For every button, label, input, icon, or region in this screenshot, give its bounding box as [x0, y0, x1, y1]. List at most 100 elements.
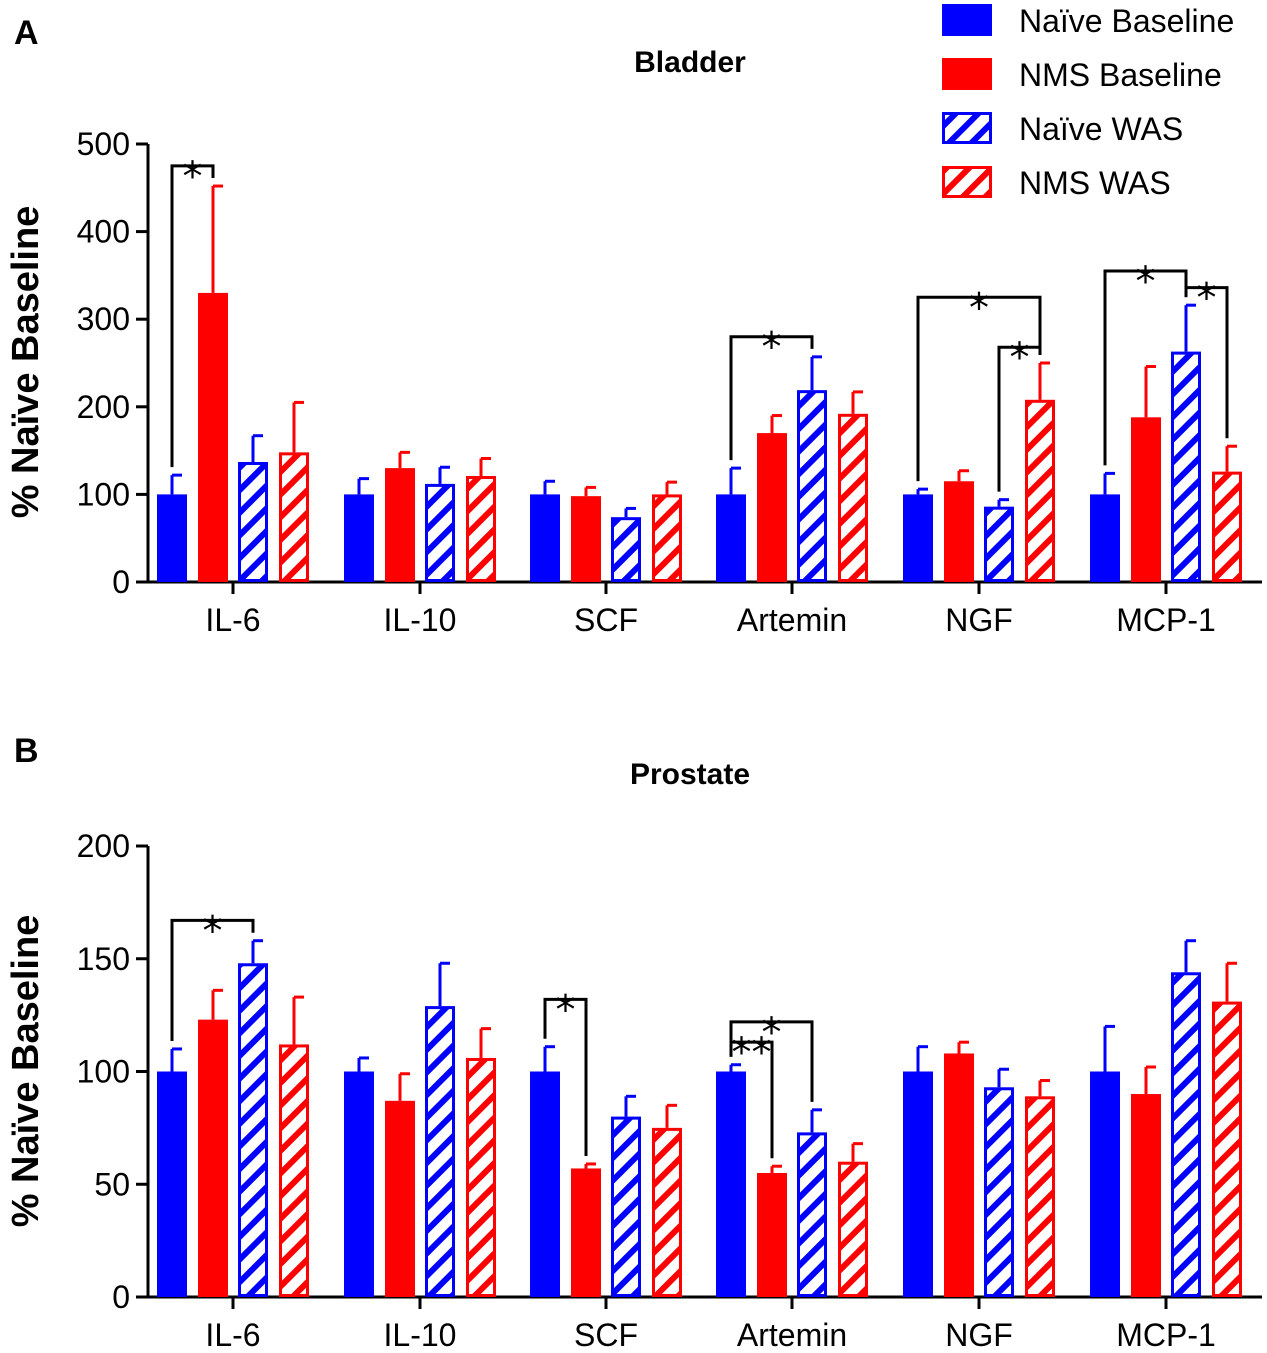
x-tick-label: NGF	[945, 602, 1013, 638]
bar	[652, 494, 682, 582]
prostate-chart: Prostate % Naïve Baseline 0 50 100 150 200 IL…	[5, 758, 1262, 1353]
bar	[1090, 1071, 1120, 1297]
bar	[903, 494, 933, 582]
y-tick-label: 0	[112, 564, 130, 600]
bar	[238, 963, 268, 1297]
bar	[797, 1132, 827, 1298]
y-tick-label: 100	[77, 476, 130, 512]
bar	[716, 494, 746, 582]
significance-label: *	[1197, 276, 1217, 322]
bar	[1131, 1094, 1161, 1297]
x-tick-label: MCP-1	[1116, 1317, 1216, 1353]
bar	[425, 483, 455, 582]
bar	[157, 494, 187, 582]
bar	[571, 1168, 601, 1297]
x-tick-label: SCF	[574, 602, 638, 638]
bar	[157, 1071, 187, 1297]
x-tick-label: MCP-1	[1116, 602, 1216, 638]
bar	[238, 461, 268, 583]
bar	[344, 494, 374, 582]
bar	[385, 468, 415, 582]
significance-label: *	[183, 154, 203, 200]
chart-title: Prostate	[630, 758, 750, 791]
bar	[652, 1127, 682, 1297]
panel-letter-a: A	[14, 14, 39, 52]
bar	[571, 496, 601, 582]
bar	[611, 1116, 641, 1297]
y-tick-label: 150	[77, 941, 130, 977]
significance-bracket	[1103, 269, 1188, 466]
y-tick-label: 200	[77, 389, 130, 425]
significance-label: *	[1136, 259, 1156, 305]
x-tick-label: IL-10	[384, 602, 457, 638]
x-tick-label: NGF	[945, 1317, 1013, 1353]
bar	[344, 1071, 374, 1297]
bar	[1025, 399, 1055, 582]
bar	[1025, 1096, 1055, 1298]
bar	[1171, 972, 1201, 1298]
bar	[944, 481, 974, 582]
significance-label: *	[969, 285, 989, 331]
legend: Naïve Baseline NMS Baseline Naïve WAS NMS W…	[942, 3, 1234, 201]
x-tick-label: Artemin	[737, 602, 847, 638]
legend-label: NMS WAS	[1019, 165, 1171, 201]
bar	[838, 1161, 868, 1297]
y-tick-label: 300	[77, 301, 130, 337]
chart-title: Bladder	[634, 46, 746, 79]
bar	[530, 494, 560, 582]
legend-swatch	[942, 166, 992, 198]
bar	[838, 413, 868, 583]
x-tick-label: SCF	[574, 1317, 638, 1353]
legend-label: Naïve WAS	[1019, 111, 1183, 147]
significance-bracket	[729, 1040, 774, 1159]
y-tick-label: 100	[77, 1054, 130, 1090]
bar	[984, 506, 1014, 582]
significance-label: *	[762, 325, 782, 371]
bar	[279, 1044, 309, 1297]
y-tick-label: 0	[112, 1279, 130, 1315]
bar	[1212, 471, 1242, 582]
bar	[1171, 351, 1201, 582]
bar	[1090, 494, 1120, 582]
bar	[757, 1172, 787, 1297]
bar	[903, 1071, 933, 1297]
bar	[757, 433, 787, 582]
significance-bracket	[997, 345, 1042, 492]
y-tick-label: 400	[77, 214, 130, 250]
y-tick-label: 50	[94, 1166, 130, 1202]
bar	[198, 1019, 228, 1297]
legend-label: Naïve Baseline	[1019, 3, 1234, 39]
significance-bracket	[729, 1020, 814, 1102]
bar	[984, 1087, 1014, 1298]
x-tick-label: IL-10	[384, 1317, 457, 1353]
bar	[530, 1071, 560, 1297]
legend-swatch	[942, 58, 992, 90]
panel-letter-b: B	[14, 732, 39, 770]
bladder-chart: Bladder % Naïve Baseline 0 100 200 300 400 50…	[5, 46, 1262, 638]
y-tick-label: 200	[77, 828, 130, 864]
bar	[279, 452, 309, 582]
y-axis-label: % Naïve Baseline	[5, 915, 47, 1228]
bar	[198, 292, 228, 582]
bar	[385, 1100, 415, 1297]
bar	[466, 476, 496, 582]
bar	[611, 517, 641, 583]
y-tick-label: 500	[77, 126, 130, 162]
x-tick-label: IL-6	[205, 1317, 260, 1353]
significance-label: *	[1010, 335, 1030, 381]
significance-label: *	[762, 1010, 782, 1056]
legend-swatch	[942, 112, 992, 144]
significance-bracket	[1184, 286, 1229, 439]
significance-bracket	[170, 918, 255, 1041]
significance-bracket	[543, 997, 588, 1156]
significance-label: **	[732, 1030, 772, 1076]
significance-label: *	[556, 987, 576, 1033]
bar	[716, 1071, 746, 1297]
significance-bracket	[729, 335, 814, 461]
bar	[944, 1053, 974, 1297]
bar	[1131, 417, 1161, 582]
bar	[1212, 1001, 1242, 1297]
x-tick-label: Artemin	[737, 1317, 847, 1353]
y-axis-label: % Naïve Baseline	[5, 206, 47, 519]
